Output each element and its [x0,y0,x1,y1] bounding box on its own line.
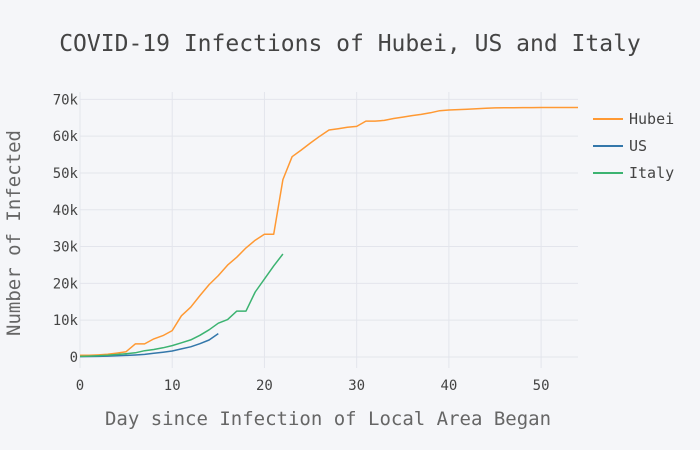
y-tick-label: 30k [53,240,79,256]
legend-item-hubei[interactable]: Hubei [593,110,674,128]
y-tick-label: 70k [53,92,79,108]
x-tick-label: 20 [256,378,273,394]
y-tick-label: 50k [53,166,79,182]
x-tick-label: 40 [440,378,457,394]
legend-label: Italy [629,164,674,182]
y-tick-label: 0 [70,350,78,366]
series-line-hubei [80,106,578,357]
legend-label: US [629,137,647,155]
x-axis-ticks: 0 10 20 30 40 50 [76,378,550,394]
legend-item-us[interactable]: US [593,137,647,155]
y-tick-label: 40k [53,203,79,219]
chart-title: COVID-19 Infections of Hubei, US and Ita… [59,31,641,57]
legend-item-italy[interactable]: Italy [593,164,674,182]
x-tick-label: 0 [76,378,84,394]
x-axis-title: Day since Infection of Local Area Began [105,408,551,430]
y-axis-ticks: 0 10k 20k 30k 40k 50k 60k 70k [53,92,79,366]
y-tick-label: 10k [53,313,79,329]
legend-label: Hubei [629,110,674,128]
y-axis-title: Number of Infected [3,130,25,336]
series-line-italy [79,253,284,358]
y-tick-label: 60k [53,129,79,145]
x-tick-label: 10 [164,378,181,394]
legend: Hubei US Italy [593,110,674,182]
x-tick-label: 30 [348,378,365,394]
grid [79,92,578,368]
x-tick-label: 50 [533,378,550,394]
y-tick-label: 20k [53,276,79,292]
series-lines [79,106,578,358]
